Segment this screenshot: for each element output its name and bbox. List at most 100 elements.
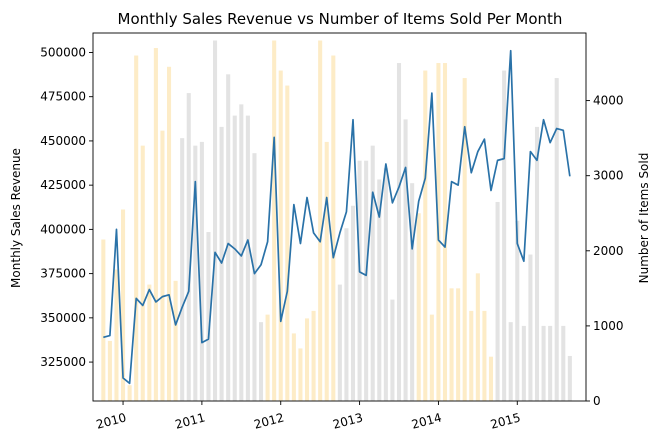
items-sold-bar [245, 115, 250, 402]
y-right-tick-label: 0 [593, 394, 601, 408]
items-sold-bar [502, 70, 507, 402]
items-sold-bar [449, 288, 454, 401]
items-sold-bar [416, 213, 421, 401]
items-sold-bar [272, 40, 277, 401]
items-sold-bar [140, 145, 145, 401]
y-right-tick-label: 4000 [593, 94, 624, 108]
items-sold-bar [278, 70, 283, 402]
y-left-tick-label: 375000 [40, 267, 86, 281]
y-left-tick-label: 400000 [40, 222, 86, 236]
items-sold-bar [482, 310, 487, 401]
items-sold-bar [291, 333, 296, 401]
items-sold-bar [285, 85, 290, 401]
items-sold-bar [265, 314, 270, 401]
x-tick-label: 2010 [95, 410, 128, 431]
items-sold-bar [377, 179, 382, 401]
items-sold-bar [199, 141, 204, 401]
items-sold-bar [462, 78, 467, 401]
revenue-line [103, 49, 571, 385]
y-right-tick-label: 3000 [593, 169, 624, 183]
items-sold-bar [528, 254, 533, 401]
items-sold-bar [541, 325, 546, 401]
items-sold-bar [324, 141, 329, 401]
items-sold-bar [370, 145, 375, 401]
items-sold-bar [396, 63, 402, 401]
items-sold-bar [127, 385, 132, 401]
x-tick-label: 2014 [410, 410, 443, 431]
chart-title: Monthly Sales Revenue vs Number of Items… [118, 10, 563, 28]
items-sold-bar [469, 310, 474, 401]
items-sold-bar [383, 168, 388, 401]
y-axis-right-label: Number of Items Sold [637, 153, 651, 284]
items-sold-bar [442, 63, 448, 401]
items-sold-bar [508, 322, 513, 401]
items-sold-bar [567, 355, 572, 401]
items-sold-bar [114, 269, 119, 401]
x-tick-label: 2015 [489, 410, 522, 431]
items-sold-bar [554, 78, 559, 401]
items-sold-bar [423, 70, 428, 402]
items-sold-bar [226, 74, 231, 401]
items-sold-bar [219, 126, 224, 401]
line-layer [103, 49, 571, 385]
plot-frame [92, 32, 587, 402]
y-left-tick-label: 325000 [40, 355, 86, 369]
x-tick-label: 2011 [174, 410, 207, 431]
items-sold-bar [101, 239, 106, 401]
items-sold-bar [304, 318, 310, 401]
x-tick-label: 2013 [331, 410, 364, 431]
items-sold-bar [364, 160, 369, 401]
items-sold-bar [160, 130, 165, 401]
items-sold-bar [403, 119, 408, 402]
items-sold-bar [173, 280, 178, 401]
items-sold-bar [344, 228, 349, 401]
items-sold-bar [252, 153, 257, 401]
bars-layer [101, 40, 572, 402]
items-sold-bar [390, 299, 395, 401]
y-left-tick-label: 350000 [40, 311, 86, 325]
items-sold-bar [337, 284, 342, 401]
items-sold-bar [318, 40, 323, 401]
items-sold-bar [180, 138, 185, 401]
items-sold-bar [475, 273, 480, 401]
items-sold-bar [121, 209, 126, 401]
y-left-tick-label: 425000 [40, 178, 86, 192]
items-sold-bar [107, 340, 112, 401]
items-sold-bar [561, 325, 566, 401]
items-sold-bar [331, 55, 336, 401]
items-sold-bar [193, 145, 198, 401]
items-sold-bar [213, 40, 218, 401]
items-sold-bar [521, 325, 526, 401]
items-sold-bar [298, 348, 303, 401]
items-sold-bar [153, 48, 158, 402]
y-axis-left-label: Monthly Sales Revenue [9, 148, 23, 288]
items-sold-bar [186, 93, 191, 401]
items-sold-bar [147, 284, 152, 401]
y-right-tick-label: 1000 [593, 319, 624, 333]
y-right-tick-label: 2000 [593, 244, 624, 258]
items-sold-bar [488, 356, 494, 401]
items-sold-bar [456, 288, 461, 401]
items-sold-bar [206, 232, 211, 401]
y-left-tick-label: 500000 [40, 45, 86, 59]
items-sold-bar [429, 314, 434, 401]
items-sold-bar [258, 322, 264, 401]
items-sold-bar [357, 160, 362, 401]
items-sold-bar [534, 126, 540, 401]
items-sold-bar [495, 201, 500, 401]
items-sold-bar [548, 325, 553, 401]
items-sold-bar [239, 104, 244, 401]
items-sold-bar [311, 310, 316, 401]
y-left-tick-label: 450000 [40, 134, 86, 148]
items-sold-bar [515, 220, 520, 401]
y-left-tick-label: 475000 [40, 90, 86, 104]
items-sold-bar [167, 66, 172, 402]
items-sold-bar [134, 55, 139, 401]
items-sold-bar [232, 115, 237, 402]
x-tick-label: 2012 [252, 410, 285, 431]
items-sold-bar [410, 183, 415, 401]
axes-layer: 325000 350000 375000 400000 425000 450000 4750… [40, 32, 624, 432]
items-sold-bar [350, 205, 356, 401]
